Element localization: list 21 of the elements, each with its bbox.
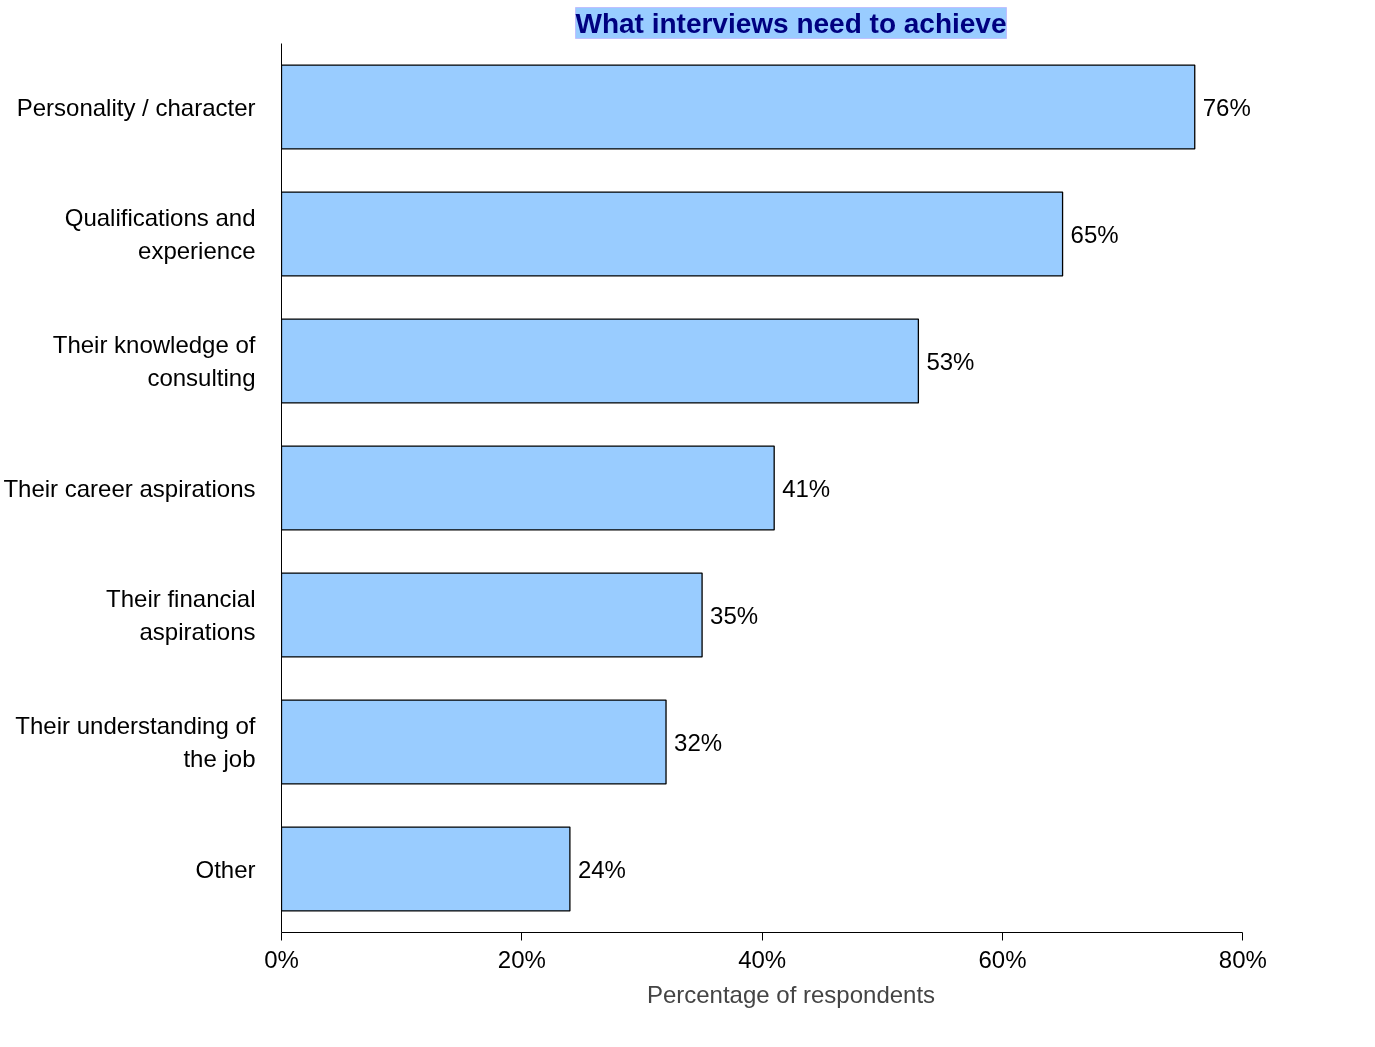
x-tick-label: 0% bbox=[264, 945, 299, 973]
data-label: 41% bbox=[782, 474, 831, 502]
y-tick-label: Qualifications and experience bbox=[64, 204, 256, 264]
data-label: 24% bbox=[577, 855, 626, 883]
y-tick-label: Their knowledge of consulting bbox=[52, 331, 256, 391]
x-tick-label: 40% bbox=[738, 945, 787, 973]
data-label: 53% bbox=[926, 347, 975, 375]
x-tick-label: 20% bbox=[497, 945, 546, 973]
y-tick-label: Their understanding of the job bbox=[15, 712, 256, 772]
data-label: 65% bbox=[1070, 220, 1119, 248]
x-axis-title: Percentage of respondents bbox=[646, 980, 936, 1008]
data-label: 76% bbox=[1202, 93, 1251, 121]
data-label: 35% bbox=[710, 601, 759, 629]
y-tick-label: Their career aspirations bbox=[3, 474, 256, 502]
chart-title: What interviews need to achieve bbox=[575, 7, 1007, 39]
y-tick-label: Personality / character bbox=[16, 93, 256, 121]
y-tick-label: Other bbox=[195, 855, 256, 883]
data-label: 32% bbox=[674, 728, 723, 756]
x-tick-label: 80% bbox=[1218, 945, 1267, 973]
y-tick-label: Their financial aspirations bbox=[106, 585, 256, 645]
x-tick-label: 60% bbox=[978, 945, 1027, 973]
